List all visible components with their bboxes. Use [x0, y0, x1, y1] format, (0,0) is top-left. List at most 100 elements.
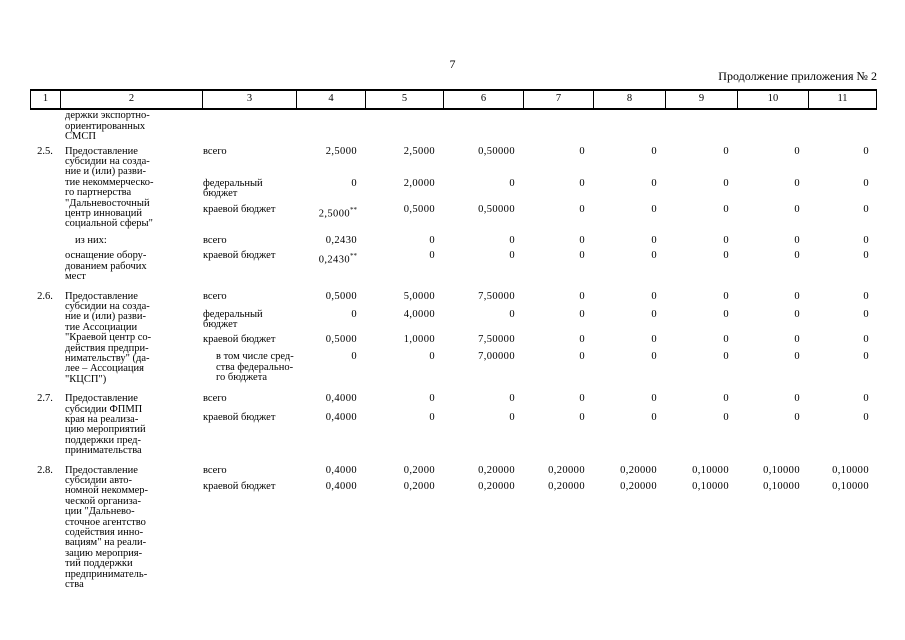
amount-cell: 0,4000 — [325, 393, 357, 405]
amount-cell: 0 — [651, 351, 657, 363]
budget-source-label: всего — [203, 290, 227, 302]
amount-cell: 0 — [723, 411, 729, 423]
amount-cell: 0 — [651, 411, 657, 423]
amount-cell: 0 — [794, 411, 800, 423]
amount-cell: 0 — [651, 234, 657, 246]
footnote-marker: ** — [350, 252, 357, 261]
column-header-cell: 2 — [60, 91, 202, 109]
column-header-row: 1 2 3 4 5 6 7 8 9 10 11 — [30, 89, 877, 111]
footnote-marker: ** — [350, 205, 357, 214]
column-header-cell: 5 — [365, 91, 443, 109]
amount-cell: 0 — [351, 351, 357, 363]
amount-cell: 0 — [579, 393, 585, 405]
budget-row: всего 0,4000 0 0 0 0 0 0 0 — [202, 393, 877, 405]
item-description: из них: — [75, 234, 107, 246]
amount-cell: 0,10000 — [832, 464, 869, 476]
item-number — [30, 251, 60, 282]
column-header-cell: 10 — [737, 91, 808, 109]
column-header-cell: 4 — [296, 91, 365, 109]
budget-row: федеральный бюджет 0 4,0000 0 0 0 0 0 0 — [202, 308, 877, 331]
amount-cell: 0,5000 — [403, 203, 435, 215]
item-number: 2.6. — [37, 290, 53, 302]
amount-cell: 0 — [579, 351, 585, 363]
amount-cell: 0 — [794, 308, 800, 320]
amount-cell: 0 — [863, 250, 869, 262]
budget-source-label: краевой бюджет — [203, 203, 276, 215]
amount-cell: 0,20000 — [478, 481, 515, 492]
amount-cell: 0,10000 — [832, 481, 869, 492]
column-header-cell: 6 — [443, 91, 523, 109]
amount-cell: 0,2430** — [318, 252, 357, 266]
budget-row: всего 2,5000 2,5000 0,50000 0 0 0 0 0 — [202, 145, 877, 157]
budget-row: всего 0,2430 0 0 0 0 0 0 0 — [202, 234, 877, 246]
budget-row: краевой бюджет 0,2430** 0 0 0 0 0 0 0 — [202, 250, 877, 266]
amount-cell: 0 — [863, 333, 869, 345]
amount-cell: 0 — [429, 393, 435, 405]
amount-cell: 0,5000 — [325, 290, 357, 302]
budget-rows: всего 2,5000 2,5000 0,50000 0 0 0 0 0 федеральный… — [202, 145, 877, 230]
amount-cell: 0 — [863, 203, 869, 215]
amount-cell: 0 — [794, 290, 800, 302]
amount-cell: 7,00000 — [478, 351, 515, 363]
table-item-group: 2.6. Предоставление субсидии на созда- ни… — [30, 290, 877, 386]
amount-cell: 0,20000 — [478, 464, 515, 476]
amount-cell: 0 — [863, 145, 869, 157]
budget-source-label: всего — [203, 145, 227, 157]
amount-cell: 0 — [863, 411, 869, 423]
amount-cell: 0 — [863, 178, 869, 190]
amount-cell: 0,50000 — [478, 145, 515, 157]
amount-cell: 0 — [863, 393, 869, 405]
amount-cell: 0 — [723, 351, 729, 363]
amount-cell: 0 — [579, 234, 585, 246]
budget-row: краевой бюджет 0,4000 0,2000 0,20000 0,20000… — [202, 481, 877, 492]
amount-cell: 0 — [794, 203, 800, 215]
item-description: Предоставление субсидии на созда- ние и … — [65, 145, 154, 230]
amount-cell: 0,2000 — [403, 464, 435, 476]
amount-cell: 0 — [794, 351, 800, 363]
budget-source-label: федеральный бюджет — [203, 308, 263, 331]
amount-cell: 0,50000 — [478, 203, 515, 215]
budget-rows: всего 0,2430 0 0 0 0 0 0 0 — [202, 234, 877, 246]
budget-source-label: всего — [203, 234, 227, 246]
amount-cell: 0 — [723, 234, 729, 246]
table-item-group: 2.8. Предоставление субсидии авто- номной… — [30, 464, 877, 591]
amount-cell: 5,0000 — [403, 290, 435, 302]
amount-cell: 0 — [509, 308, 515, 320]
amount-cell: 2,5000 — [325, 145, 357, 157]
budget-rows: краевой бюджет 0,2430** 0 0 0 0 0 0 0 — [202, 250, 877, 282]
amount-cell: 0,2000 — [403, 481, 435, 492]
amount-cell: 0 — [509, 411, 515, 423]
amount-cell: 0 — [651, 178, 657, 190]
amount-cell: 0 — [723, 178, 729, 190]
budget-source-label: краевой бюджет — [203, 411, 276, 423]
amount-cell: 0 — [651, 145, 657, 157]
amount-cell: 0,20000 — [548, 481, 585, 492]
item-number — [30, 236, 60, 246]
amount-cell: 2,5000 — [403, 145, 435, 157]
amount-cell: 0 — [579, 203, 585, 215]
amount-cell: 0 — [509, 393, 515, 405]
amount-cell: 0 — [723, 308, 729, 320]
page-number: 7 — [449, 57, 456, 71]
budget-source-label: краевой бюджет — [203, 250, 276, 262]
column-header-cell: 8 — [593, 91, 665, 109]
budget-row: краевой бюджет 2,5000** 0,5000 0,50000 0 0 0 0 0 — [202, 203, 877, 220]
amount-cell: 0 — [579, 290, 585, 302]
amount-cell: 0 — [723, 393, 729, 405]
amount-cell: 0 — [794, 333, 800, 345]
amount-cell: 0 — [794, 234, 800, 246]
table-item-group: 2.7. Предоставление субсидии ФПМП края на… — [30, 393, 877, 456]
amount-cell: 0 — [863, 290, 869, 302]
item-number: 2.7. — [37, 393, 53, 405]
appendix-table: 1 2 3 4 5 6 7 8 9 10 11 держки экспортно- ориентир… — [30, 89, 877, 590]
amount-cell: 0 — [579, 308, 585, 320]
item-number: 2.5. — [37, 145, 53, 157]
amount-cell: 7,50000 — [478, 333, 515, 345]
amount-cell: 0 — [509, 234, 515, 246]
column-header-cell: 11 — [808, 91, 877, 109]
column-header-cell: 1 — [30, 91, 60, 109]
budget-source-label: всего — [203, 464, 227, 476]
amount-cell: 0 — [509, 250, 515, 262]
table-item-group: оснащение обору- дованием рабочих мест кр… — [30, 250, 877, 282]
